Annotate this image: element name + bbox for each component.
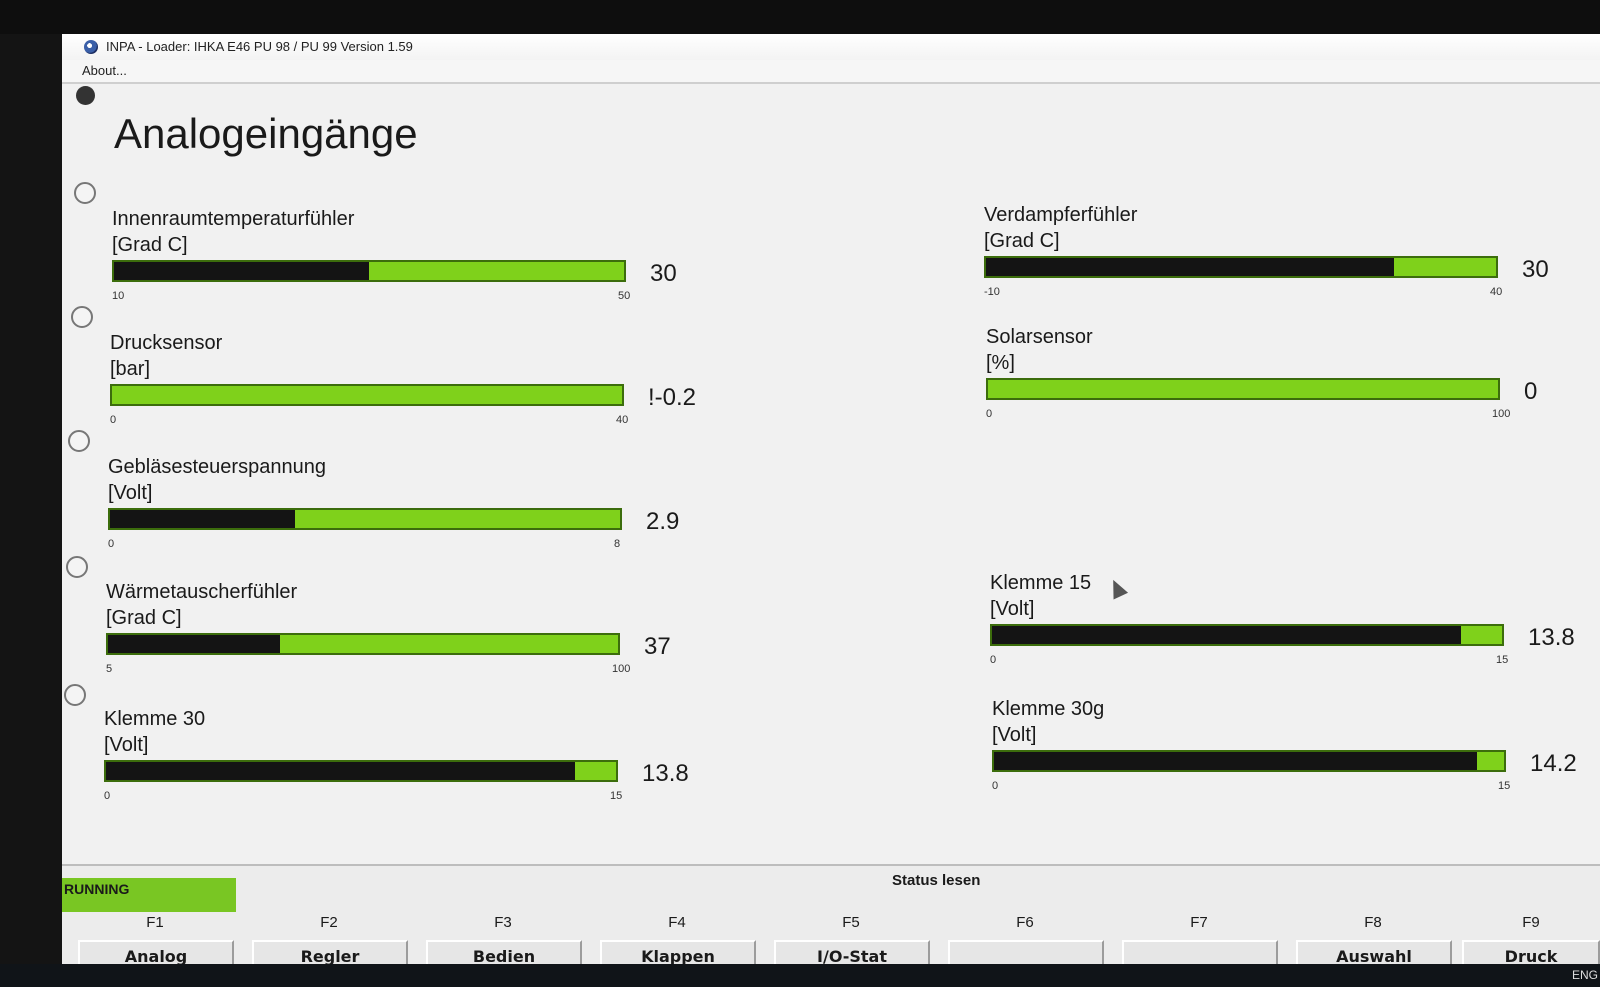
gauge-value: 30 [650, 260, 677, 287]
gauge-value: 13.8 [642, 760, 689, 787]
fkey-label-f5: F5 [842, 914, 860, 931]
gauge-max: 100 [1492, 408, 1511, 420]
radio-button[interactable] [64, 684, 86, 706]
os-taskbar: ENG [0, 964, 1600, 987]
f6-button[interactable] [948, 940, 1104, 974]
menu-bar: About... [62, 60, 1600, 84]
status-indicator-dot [76, 86, 95, 105]
gauge-label: Gebläsesteuerspannung [108, 456, 326, 478]
gauge-max: 50 [618, 290, 631, 302]
gauge-bar [112, 260, 626, 282]
gauge-unit: [%] [986, 352, 1015, 374]
gauge-bar [106, 633, 620, 655]
gauge-bar [992, 750, 1506, 772]
fkey-label-f2: F2 [320, 914, 338, 931]
window-title: INPA - Loader: IHKA E46 PU 98 / PU 99 Ve… [106, 39, 413, 54]
gauge-label: Wärmetauscherfühler [106, 581, 298, 603]
page-title: Analogeingänge [114, 110, 418, 157]
gauge-min: 0 [108, 538, 115, 550]
gauge-max: 15 [1496, 654, 1509, 666]
gauge-value: 0 [1524, 378, 1538, 405]
app-icon [84, 40, 98, 54]
language-indicator[interactable]: ENG [1572, 968, 1599, 982]
gauge-bar [990, 624, 1504, 646]
gauge-max: 40 [616, 414, 629, 426]
gauge-max: 100 [612, 663, 631, 675]
gauge-max: 15 [1498, 780, 1511, 792]
gauge-min: 0 [110, 414, 117, 426]
gauge-unit: [Grad C] [112, 234, 188, 256]
radio-button[interactable] [71, 306, 93, 328]
gauge-label: Innenraumtemperaturfühler [112, 208, 355, 230]
fkey-label-f9: F9 [1522, 914, 1540, 931]
gauge-fill [994, 752, 1477, 770]
gauge-value: 30 [1522, 256, 1549, 283]
fkey-label-f6: F6 [1016, 914, 1034, 931]
gauge-value: 13.8 [1528, 624, 1575, 651]
gauge-min: 5 [106, 663, 113, 675]
gauge-unit: [Grad C] [106, 607, 182, 629]
gauge-value: !-0.2 [648, 384, 697, 411]
mouse-cursor-icon [1107, 577, 1127, 599]
gauge-max: 40 [1490, 286, 1503, 298]
gauge-unit: [Volt] [108, 482, 153, 504]
gauge-label: Verdampferfühler [984, 204, 1138, 226]
gauge-label: Solarsensor [986, 326, 1093, 348]
gauge-fill [986, 258, 1394, 276]
gauge-unit: [bar] [110, 358, 151, 380]
gauge-min: 10 [112, 290, 125, 302]
fkey-label-f1: F1 [146, 914, 164, 931]
status-bar: RUNNING Status lesen F1 F2 F3 F4 F5 F6 F… [62, 864, 1600, 974]
gauge-max: 8 [614, 538, 621, 550]
gauge-fill [114, 262, 369, 280]
gauge-unit: [Grad C] [984, 230, 1060, 252]
gauge-bar [986, 378, 1500, 400]
fkey-label-f7: F7 [1190, 914, 1208, 931]
gauge-unit: [Volt] [990, 598, 1035, 620]
main-panel: Analogeingänge Innenraumtemperaturfühler… [62, 84, 1600, 864]
gauge-min: 0 [986, 408, 993, 420]
gauge-min: 0 [990, 654, 997, 666]
gauge-fill [108, 635, 280, 653]
gauge-min: 0 [104, 790, 111, 802]
title-bar: INPA - Loader: IHKA E46 PU 98 / PU 99 Ve… [62, 34, 1600, 60]
gauge-fill [106, 762, 576, 780]
gauge-unit: [Volt] [104, 734, 149, 756]
gauge-label: Klemme 30 [104, 708, 206, 730]
gauge-bar [108, 508, 622, 530]
status-label: Status lesen [892, 872, 981, 889]
gauge-min: 0 [992, 780, 999, 792]
gauge-label: Klemme 30g [992, 698, 1105, 720]
gauge-bar [984, 256, 1498, 278]
radio-button[interactable] [66, 556, 88, 578]
gauge-value: 2.9 [646, 508, 680, 535]
gauge-unit: [Volt] [992, 724, 1037, 746]
monitor-bezel [0, 0, 1600, 34]
fkey-label-f3: F3 [494, 914, 512, 931]
gauge-max: 15 [610, 790, 623, 802]
radio-button[interactable] [74, 182, 96, 204]
fkey-label-f4: F4 [668, 914, 686, 931]
inpa-window: INPA - Loader: IHKA E46 PU 98 / PU 99 Ve… [62, 34, 1600, 974]
gauge-value: 14.2 [1530, 750, 1577, 777]
gauge-bar [110, 384, 624, 406]
fkey-label-f8: F8 [1364, 914, 1382, 931]
gauge-label: Klemme 15 [990, 572, 1092, 594]
gauge-value: 37 [644, 633, 671, 660]
menu-about[interactable]: About... [82, 63, 127, 78]
gauge-fill [110, 510, 295, 528]
running-indicator: RUNNING [62, 878, 236, 912]
gauge-bar [104, 760, 618, 782]
radio-button[interactable] [68, 430, 90, 452]
gauge-fill [992, 626, 1462, 644]
gauge-label: Drucksensor [110, 332, 223, 354]
gauge-min: -10 [984, 286, 1000, 298]
